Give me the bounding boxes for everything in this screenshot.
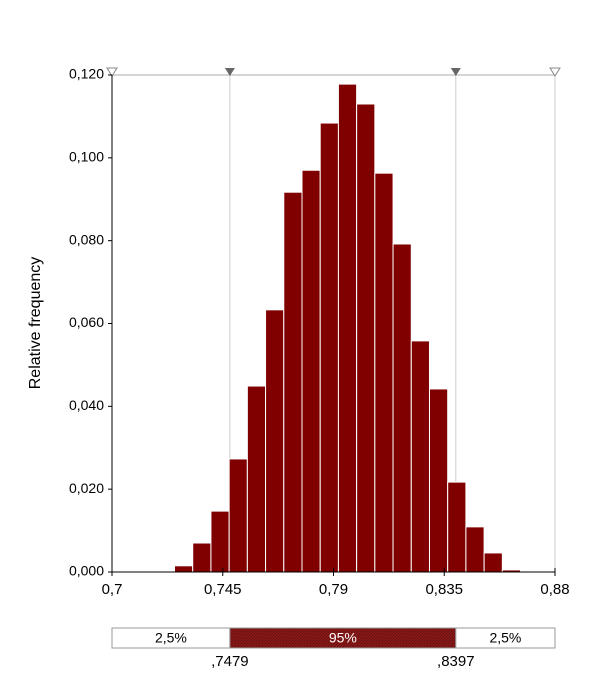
- bar: [356, 103, 376, 573]
- y-tick-label: 0,100: [69, 149, 104, 165]
- band-middle-label: 95%: [329, 630, 357, 646]
- bar: [301, 169, 321, 573]
- corner-marker: [106, 67, 118, 77]
- bar: [374, 172, 394, 573]
- bar: [410, 340, 430, 573]
- bar: [483, 552, 503, 573]
- bar: [283, 191, 303, 573]
- x-tick-label: 0,835: [425, 581, 463, 598]
- y-tick-label: 0,040: [69, 397, 104, 413]
- y-tick-label: 0,120: [69, 66, 104, 82]
- interval-marker: [224, 68, 235, 76]
- bar: [428, 388, 449, 573]
- x-tick-label: 0,88: [540, 581, 569, 598]
- band-right: [455, 627, 556, 649]
- bar: [210, 510, 230, 573]
- bar: [392, 243, 412, 573]
- bar: [465, 526, 485, 573]
- y-tick-label: 0,080: [69, 231, 104, 247]
- bar: [246, 385, 267, 573]
- bar: [228, 458, 248, 573]
- band-right-label: 2,5%: [489, 630, 521, 646]
- bar: [319, 122, 339, 573]
- y-axis-label: Relative frequency: [27, 257, 44, 390]
- x-tick-label: 0,79: [319, 581, 348, 598]
- y-tick-label: 0,060: [69, 314, 104, 330]
- bar: [174, 565, 194, 573]
- band-left-label: 2,5%: [155, 630, 187, 646]
- x-tick-label: 0,745: [204, 581, 242, 598]
- y-tick-label: 0,020: [69, 480, 104, 496]
- bar: [447, 481, 467, 573]
- lower-label: ,7479: [211, 653, 249, 670]
- bar: [192, 542, 212, 573]
- bar: [265, 309, 285, 573]
- corner-marker: [549, 67, 561, 77]
- x-tick-label: 0,7: [102, 581, 123, 598]
- y-tick-label: 0,000: [69, 563, 104, 579]
- bar: [337, 83, 358, 573]
- interval-marker: [450, 68, 461, 76]
- upper-label: ,8397: [437, 653, 475, 670]
